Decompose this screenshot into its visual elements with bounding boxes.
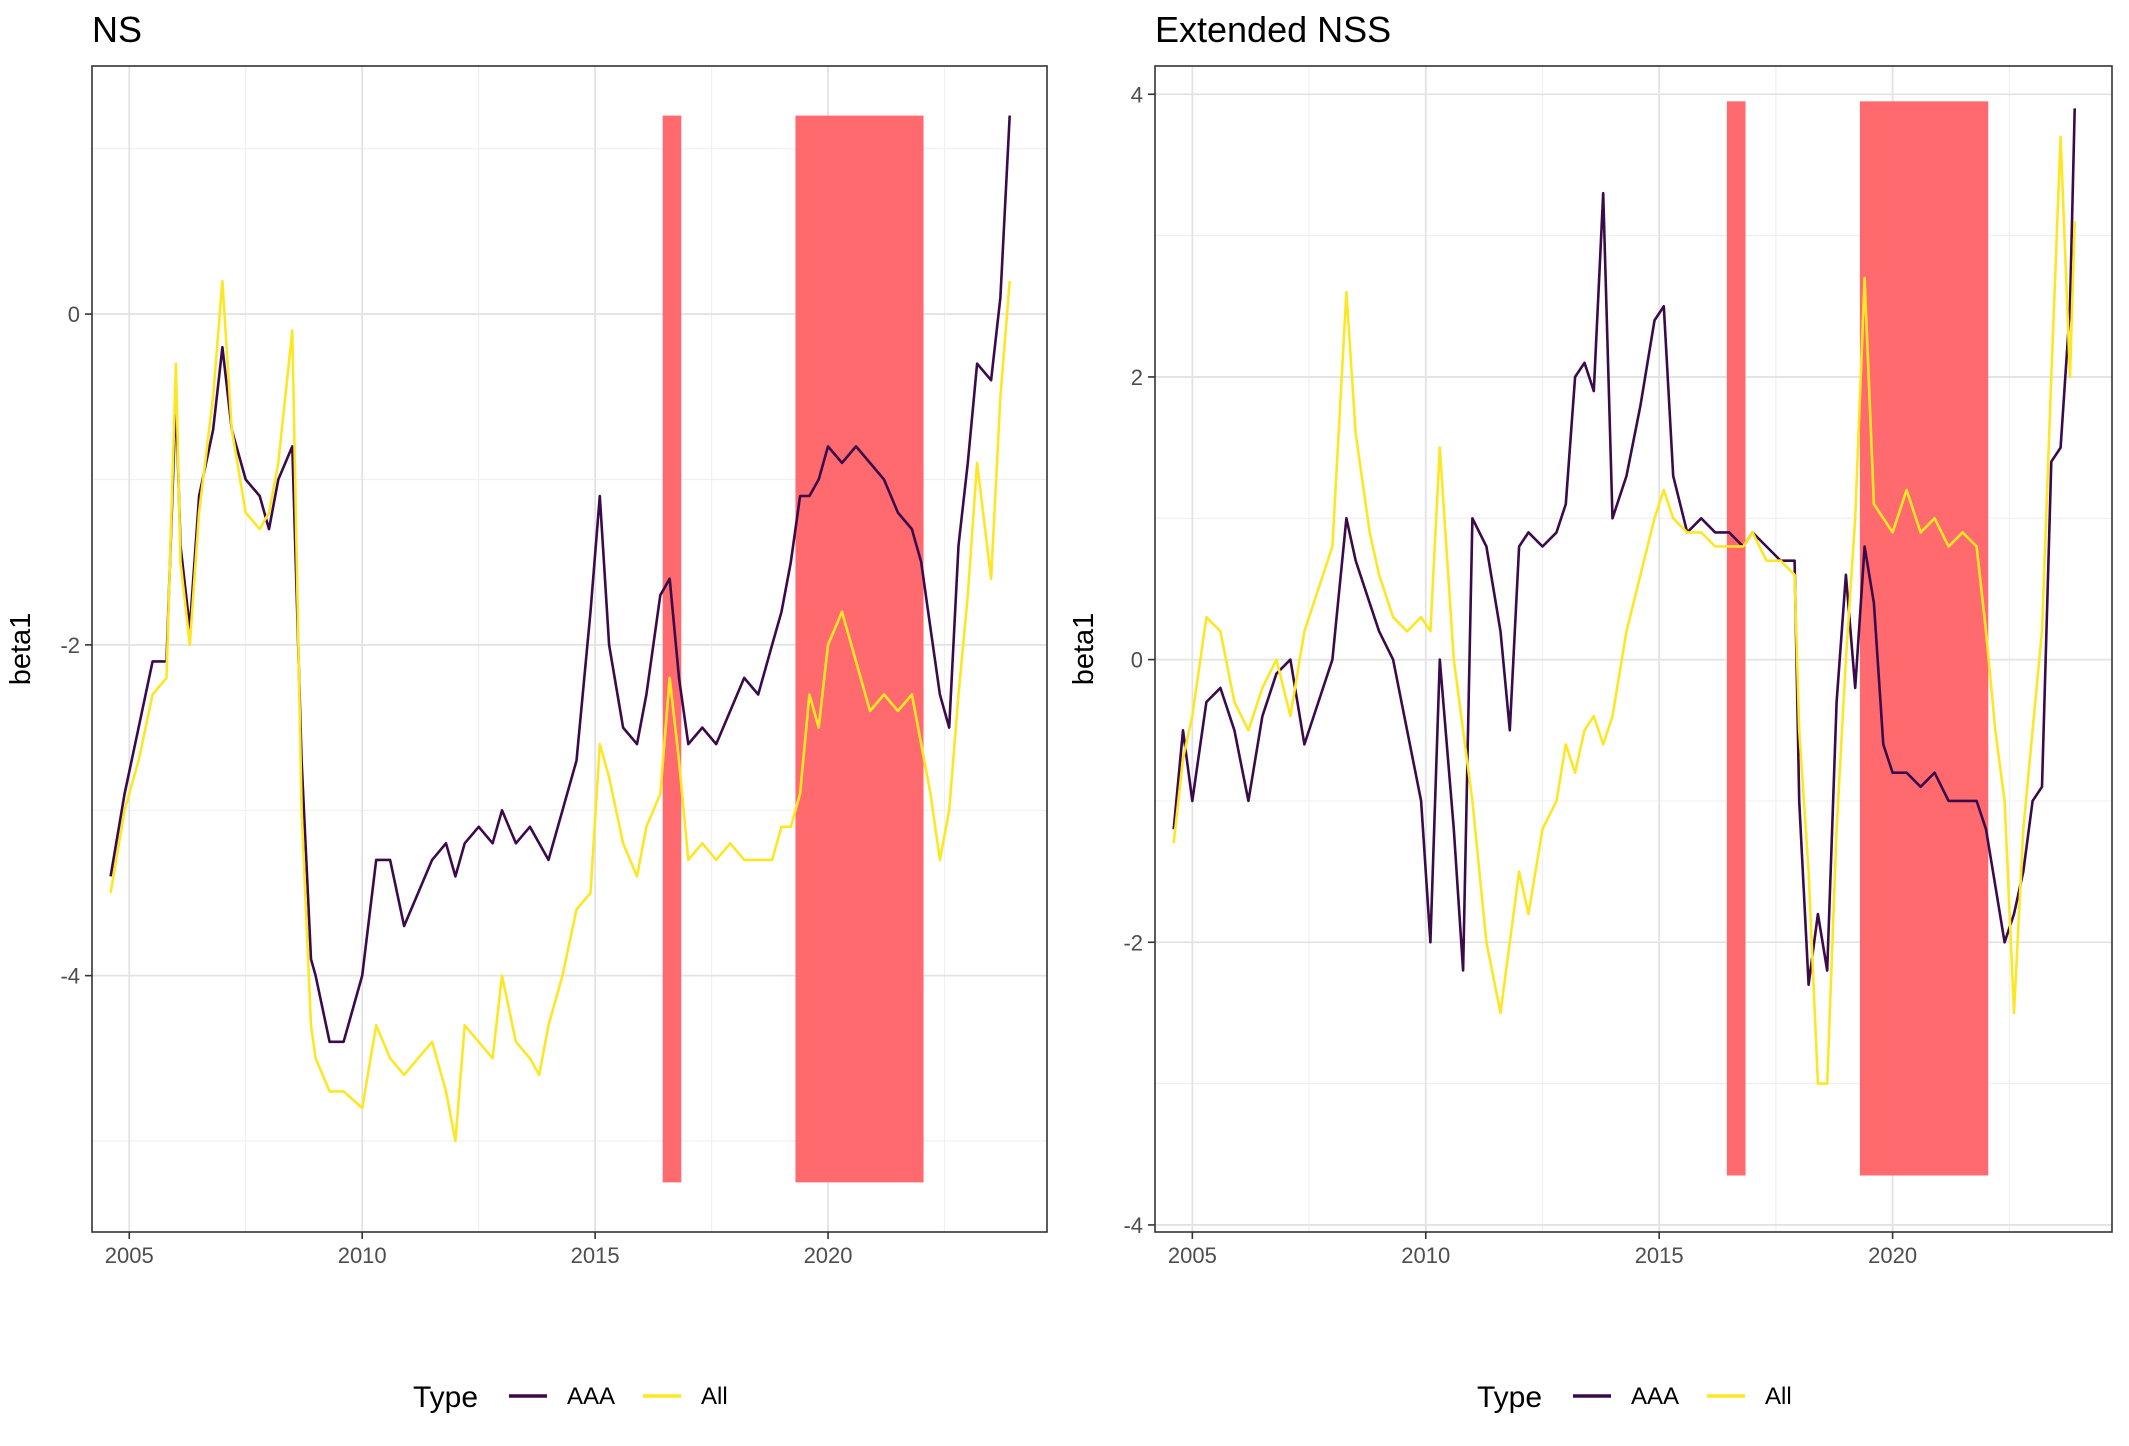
shaded-regions — [1726, 101, 1989, 1176]
panel-ns: NS 2005 2010 2015 2020 -4 -2 0 beta1 Type AAA … — [5, 9, 1048, 1414]
x-tick-label: 2020 — [804, 1243, 853, 1268]
legend-title: Type — [413, 1381, 478, 1414]
y-tick-label: 4 — [1131, 82, 1143, 107]
y-tick-label: 0 — [68, 302, 80, 327]
shaded-region — [795, 115, 924, 1183]
x-tick-label: 2010 — [338, 1243, 387, 1268]
y-tick-label: -4 — [60, 964, 80, 989]
panel-border — [1154, 65, 2113, 1233]
legend-label-aaa: AAA — [1631, 1383, 1679, 1410]
x-tick-label: 2015 — [1635, 1243, 1684, 1268]
axis-ticks: 2005 2010 2015 2020 -4 -2 0 2 4 — [1123, 82, 1917, 1268]
series-line-aaa — [109, 115, 1011, 1044]
shaded-region — [1726, 101, 1746, 1176]
y-tick-label: -2 — [60, 633, 80, 658]
x-tick-label: 2020 — [1868, 1243, 1917, 1268]
panel-border — [91, 65, 1048, 1233]
legend-title: Type — [1477, 1381, 1542, 1414]
shaded-regions — [662, 115, 924, 1183]
x-tick-label: 2005 — [105, 1243, 154, 1268]
shaded-region — [662, 115, 682, 1183]
x-tick-label: 2005 — [1168, 1243, 1217, 1268]
shaded-region — [1859, 101, 1989, 1176]
series-line-all — [109, 279, 1011, 1143]
legend-label-all: All — [1765, 1383, 1792, 1410]
legend-label-all: All — [701, 1383, 728, 1410]
series-line-aaa — [1172, 108, 2076, 987]
panel-extended-nss: Extended NSS 2005 2010 2015 2020 -4 -2 0 2 4 bet… — [1068, 9, 2113, 1414]
panel-title: NS — [92, 9, 142, 50]
y-tick-label: -2 — [1123, 930, 1143, 955]
x-tick-label: 2010 — [1401, 1243, 1450, 1268]
series-line-all — [1172, 135, 2076, 1085]
axis-ticks: 2005 2010 2015 2020 -4 -2 0 — [60, 302, 852, 1268]
legend-label-aaa: AAA — [567, 1383, 615, 1410]
y-axis-title: beta1 — [1068, 613, 1100, 686]
y-tick-label: -4 — [1123, 1213, 1143, 1238]
series-lines — [1172, 108, 2076, 1085]
series-lines — [109, 115, 1011, 1143]
legend: Type AAA All — [413, 1381, 728, 1414]
y-tick-label: 2 — [1131, 365, 1143, 390]
legend: Type AAA All — [1477, 1381, 1792, 1414]
y-tick-label: 0 — [1131, 648, 1143, 673]
panel-title: Extended NSS — [1155, 9, 1391, 50]
x-tick-label: 2015 — [571, 1243, 620, 1268]
y-axis-title: beta1 — [5, 613, 37, 686]
